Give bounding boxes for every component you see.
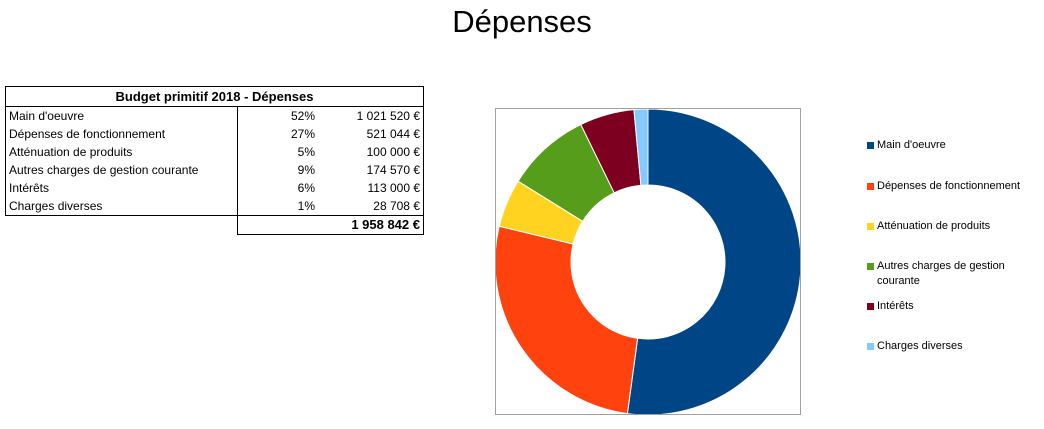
row-percent: 6% bbox=[297, 181, 315, 195]
legend-label: Intérêts bbox=[877, 300, 914, 312]
row-label: Charges diverses bbox=[5, 197, 238, 216]
row-amount: 174 570 € bbox=[318, 161, 424, 179]
legend-label: Atténuation de produits bbox=[877, 220, 991, 232]
chart-frame bbox=[495, 108, 801, 415]
table-row: Intérêts 6% 113 000 € bbox=[5, 179, 424, 197]
legend-swatch bbox=[867, 183, 874, 190]
row-percent: 27% bbox=[290, 127, 315, 141]
row-amount: 521 044 € bbox=[318, 125, 424, 143]
table-row: Charges diverses 1% 28 708 € bbox=[5, 197, 424, 216]
row-label: Intérêts bbox=[5, 179, 238, 197]
legend-label: Dépenses de fonctionnement bbox=[877, 180, 1021, 192]
legend-swatch bbox=[867, 223, 874, 230]
row-amount: 1 021 520 € bbox=[318, 106, 424, 125]
row-percent: 9% bbox=[297, 163, 315, 177]
table-header: Budget primitif 2018 - Dépenses bbox=[5, 86, 424, 107]
legend-label: Main d'oeuvre bbox=[877, 139, 946, 151]
row-percent: 52% bbox=[290, 109, 315, 123]
legend-swatch bbox=[867, 303, 874, 310]
table-row: Main d'oeuvre 52% 1 021 520 € bbox=[5, 106, 424, 125]
donut-slice-6 bbox=[633, 109, 649, 186]
row-amount: 28 708 € bbox=[318, 197, 424, 216]
budget-table: Budget primitif 2018 - Dépenses Main d'o… bbox=[5, 86, 424, 235]
legend-swatch bbox=[867, 142, 874, 149]
donut-slice-1 bbox=[626, 109, 800, 414]
row-label: Main d'oeuvre bbox=[5, 106, 238, 125]
page-title: Dépenses bbox=[452, 4, 592, 39]
row-amount: 113 000 € bbox=[318, 179, 424, 197]
total-row: 1 958 842 € bbox=[6, 215, 424, 235]
table-header-row: Budget primitif 2018 - Dépenses bbox=[5, 86, 424, 107]
table-row: Dépenses de fonctionnement 27% 521 044 € bbox=[5, 125, 424, 143]
row-percent: 5% bbox=[297, 145, 315, 159]
row-percent: 1% bbox=[237, 197, 318, 216]
legend-swatch bbox=[867, 343, 874, 350]
legend-label: Charges diverses bbox=[877, 340, 963, 352]
row-label: Autres charges de gestion courante bbox=[5, 161, 238, 179]
donut-slice-2 bbox=[496, 225, 639, 414]
row-label: Atténuation de produits bbox=[5, 143, 238, 161]
legend-label: Autres charges de gestion courante bbox=[877, 260, 1005, 287]
table-row: Autres charges de gestion courante 9% 17… bbox=[5, 161, 424, 179]
row-amount: 100 000 € bbox=[318, 143, 424, 161]
total-amount: 1 958 842 € bbox=[237, 215, 424, 235]
legend-swatch bbox=[867, 263, 874, 270]
table-row: Atténuation de produits 5% 100 000 € bbox=[5, 143, 424, 161]
donut-chart bbox=[496, 109, 800, 414]
row-label: Dépenses de fonctionnement bbox=[5, 125, 238, 143]
